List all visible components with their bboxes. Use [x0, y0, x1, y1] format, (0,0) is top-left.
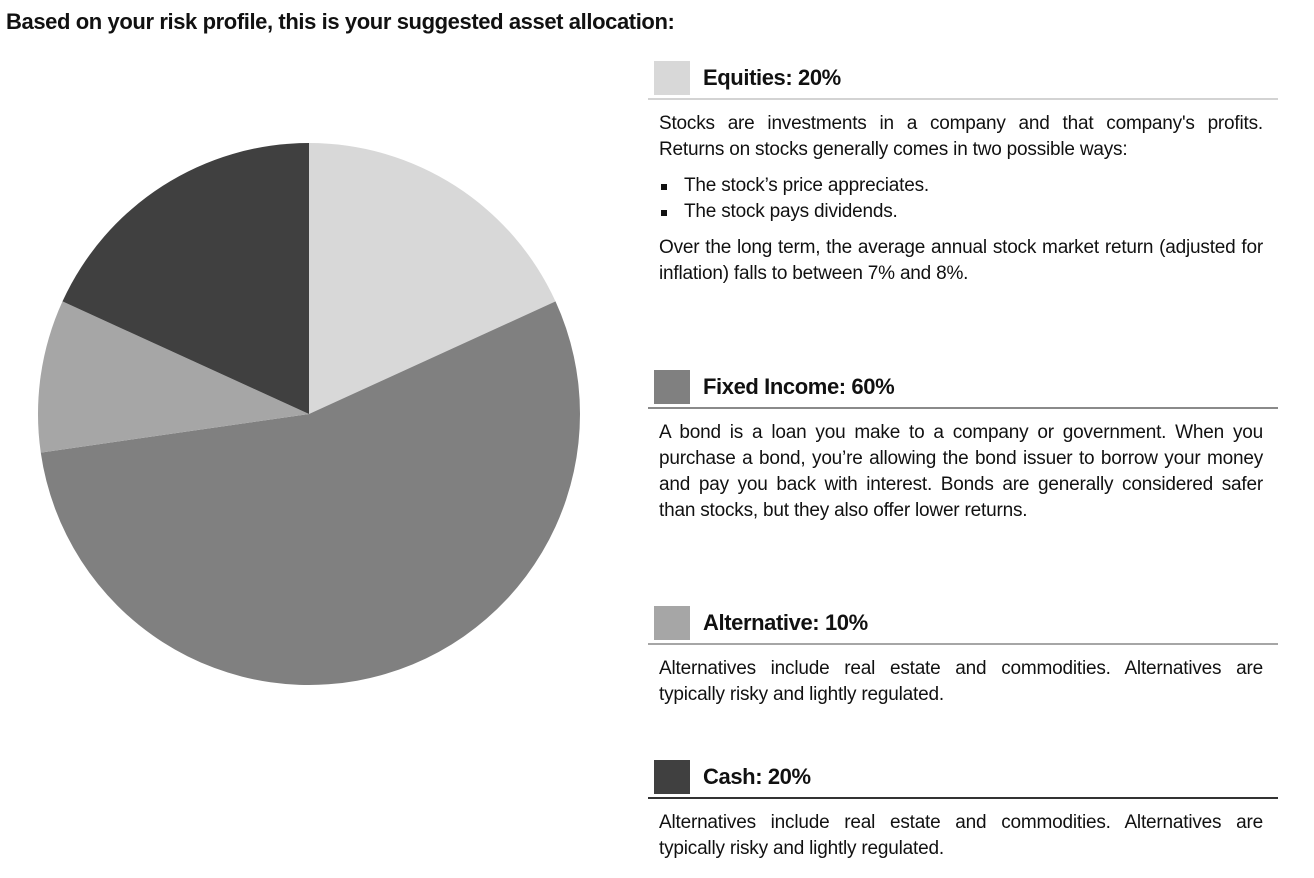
legend-cash: Cash: 20% Alternatives include real esta…: [648, 757, 1278, 862]
cash-title: Cash: 20%: [703, 764, 811, 789]
equities-bullet-dividends: The stock pays dividends.: [659, 199, 1263, 225]
equities-bullet-price: The stock’s price appreciates.: [659, 173, 1263, 199]
legend-equities: Equities: 20% Stocks are investments in …: [648, 58, 1278, 287]
alternative-description: Alternatives include real estate and com…: [659, 656, 1263, 708]
cash-description: Alternatives include real estate and com…: [659, 810, 1263, 862]
pie-slice-equities: [309, 143, 556, 414]
legend-fixed-income: Fixed Income: 60% A bond is a loan you m…: [648, 367, 1278, 524]
equities-outro-text: Over the long term, the average annual s…: [659, 237, 1263, 284]
equities-color-swatch: [654, 61, 690, 95]
equities-return-list: The stock’s price appreciates. The stock…: [659, 173, 1263, 225]
allocation-pie-chart: [30, 135, 590, 695]
equities-description: Stocks are investments in a company and …: [659, 111, 1263, 287]
alternative-body-text: Alternatives include real estate and com…: [659, 658, 1263, 705]
pie-slice-fixed-income: [40, 301, 581, 686]
pie-chart-svg: [38, 143, 581, 686]
pie-slice-alternative: [38, 301, 309, 453]
pie-slice-cash: [62, 143, 309, 414]
fixed-income-body-text: A bond is a loan you make to a company o…: [659, 422, 1263, 521]
page-title: Based on your risk profile, this is your…: [6, 9, 675, 34]
cash-color-swatch: [654, 760, 690, 794]
alternative-title: Alternative: 10%: [703, 610, 868, 635]
legend-alternative-header: Alternative: 10%: [648, 603, 1278, 645]
fixed-income-description: A bond is a loan you make to a company o…: [659, 420, 1263, 524]
equities-title: Equities: 20%: [703, 65, 841, 90]
legend-fixed-income-header: Fixed Income: 60%: [648, 367, 1278, 409]
fixed-income-color-swatch: [654, 370, 690, 404]
legend-cash-header: Cash: 20%: [648, 757, 1278, 799]
equities-intro-text: Stocks are investments in a company and …: [659, 113, 1263, 160]
legend-alternative: Alternative: 10% Alternatives include re…: [648, 603, 1278, 708]
cash-body-text: Alternatives include real estate and com…: [659, 812, 1263, 859]
fixed-income-title: Fixed Income: 60%: [703, 374, 895, 399]
alternative-color-swatch: [654, 606, 690, 640]
legend-equities-header: Equities: 20%: [648, 58, 1278, 100]
